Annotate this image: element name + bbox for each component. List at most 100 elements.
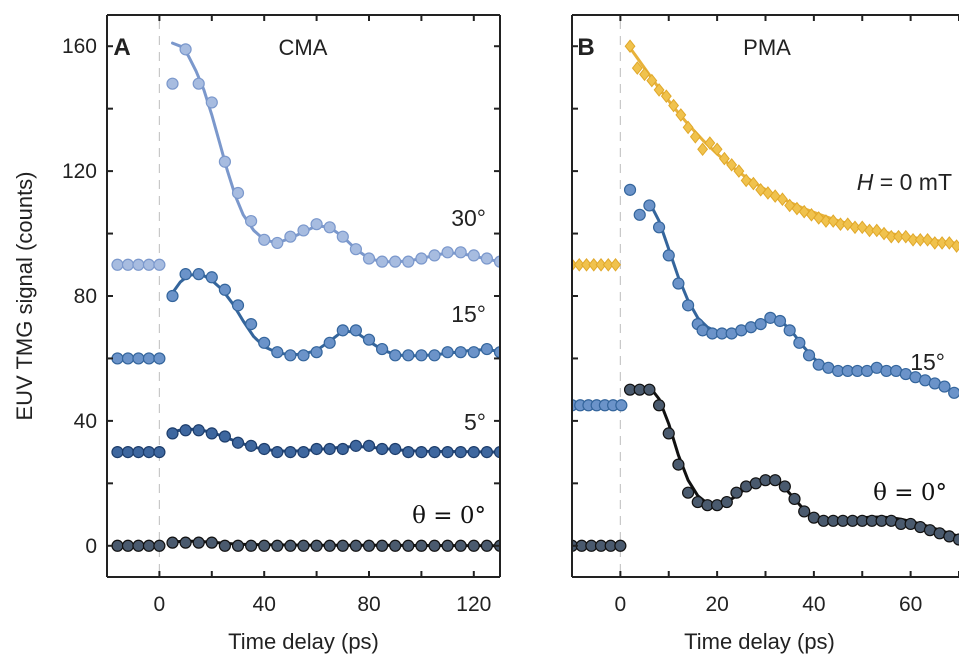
data-point [142, 352, 156, 365]
data-point [132, 258, 145, 271]
panel-a: 0 40 80 120 160 0 40 80 120 Time delay (ps) EUV TM… [12, 14, 501, 654]
data-point [493, 255, 500, 268]
data-point [166, 289, 179, 303]
series-1 [572, 183, 959, 412]
data-point [697, 142, 709, 157]
data-point [376, 539, 389, 552]
data-point [776, 192, 788, 207]
data-point [376, 342, 389, 356]
data-point [121, 539, 135, 552]
series-1 [111, 268, 500, 365]
data-point [153, 446, 166, 459]
data-point [718, 151, 730, 166]
data-point [271, 346, 284, 359]
data-point [633, 208, 646, 221]
data-point [297, 224, 310, 237]
data-point [179, 536, 192, 549]
series-label: θ = 0° [412, 503, 486, 529]
x-axis-label: Time delay (ps) [228, 629, 379, 654]
data-point [142, 258, 156, 271]
data-point [454, 246, 467, 259]
data-point [615, 399, 628, 412]
data-point [284, 349, 297, 362]
data-point [153, 258, 166, 271]
y-axis-label: EUV TMG signal (counts) [12, 171, 37, 420]
data-point [588, 257, 600, 272]
data-point [349, 439, 362, 452]
data-point [179, 268, 192, 281]
data-point [624, 39, 636, 54]
data-point [480, 446, 493, 459]
x-tick-label: 40 [253, 593, 276, 616]
series-3 [111, 536, 500, 552]
x-tick-label: 20 [705, 593, 728, 616]
data-point [711, 142, 723, 157]
data-point [258, 233, 271, 246]
data-point [402, 539, 415, 552]
data-point [784, 198, 796, 213]
data-point [885, 229, 897, 244]
data-point [297, 349, 310, 362]
data-point [362, 539, 376, 552]
data-point [121, 446, 135, 459]
data-point [349, 243, 362, 256]
panel-label: A [113, 34, 130, 61]
data-point [682, 120, 694, 135]
data-point [231, 436, 245, 449]
data-point [454, 446, 467, 459]
data-point [480, 252, 493, 265]
data-point [362, 333, 376, 346]
x-tick-label: 80 [357, 593, 380, 616]
data-point [245, 539, 258, 552]
data-point [153, 352, 166, 365]
data-point [258, 442, 271, 456]
series-label: 15° [451, 301, 486, 327]
data-point [132, 539, 145, 552]
data-point [480, 342, 493, 356]
data-point [631, 61, 643, 75]
data-point [778, 480, 791, 493]
data-point [623, 183, 637, 196]
data-point [271, 539, 284, 552]
y-tick-label: 80 [74, 285, 97, 308]
data-point [704, 136, 716, 150]
data-point [258, 336, 271, 349]
x-tick-label: 40 [802, 593, 825, 616]
data-point [581, 257, 592, 272]
data-point [297, 539, 310, 552]
data-point [610, 257, 621, 272]
data-point [111, 352, 124, 365]
data-point [376, 255, 389, 268]
data-point [111, 258, 124, 271]
data-point [166, 427, 179, 440]
data-point [349, 324, 362, 337]
data-point [389, 255, 402, 268]
data-point [614, 539, 627, 552]
data-point [284, 446, 297, 459]
data-point [179, 424, 192, 437]
data-point [415, 349, 428, 362]
data-point [271, 236, 284, 250]
data-point [297, 446, 310, 459]
data-point [362, 252, 376, 265]
data-point [336, 230, 349, 243]
data-point [310, 442, 323, 456]
data-point [192, 77, 205, 90]
data-point [192, 424, 205, 437]
data-point [893, 229, 904, 244]
series-label: 15° [910, 349, 945, 375]
x-tick-label: 0 [615, 593, 627, 616]
y-tick-label: 0 [85, 535, 97, 558]
series-label: 5° [464, 409, 486, 435]
data-point [662, 249, 675, 262]
data-point [602, 257, 614, 272]
data-point [675, 108, 687, 122]
data-point [376, 442, 389, 456]
fit-line [628, 46, 959, 245]
data-point [245, 439, 258, 452]
x-tick-label: 120 [456, 593, 491, 616]
data-point [740, 173, 752, 188]
data-point [245, 318, 258, 331]
data-point [914, 232, 926, 247]
data-point [111, 446, 124, 459]
